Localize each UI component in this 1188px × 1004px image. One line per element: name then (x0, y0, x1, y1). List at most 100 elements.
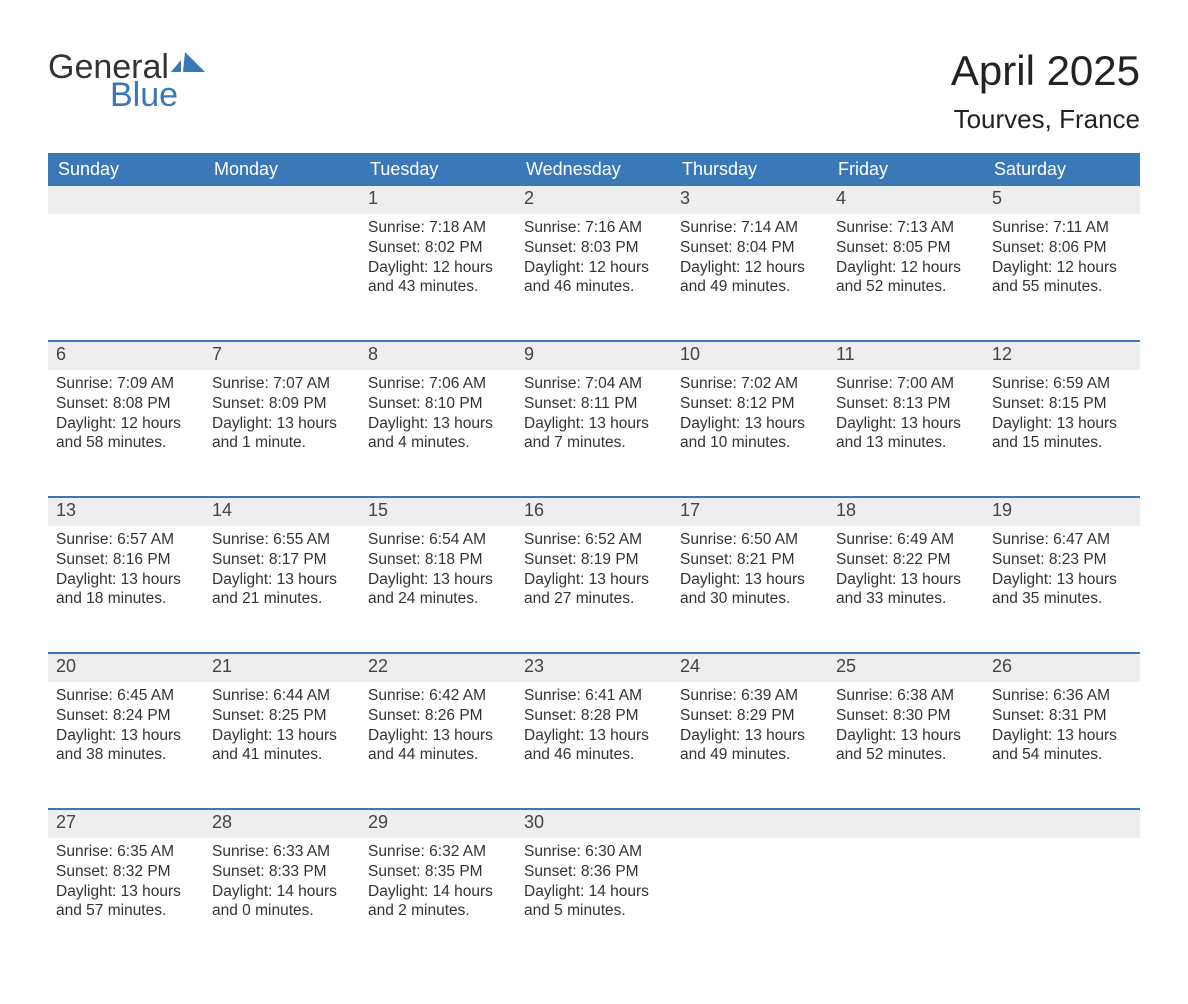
sunset-line: Sunset: 8:26 PM (368, 706, 508, 726)
sunrise-line: Sunrise: 6:54 AM (368, 530, 508, 550)
sunrise-line: Sunrise: 6:33 AM (212, 842, 352, 862)
day-details: Sunrise: 6:47 AMSunset: 8:23 PMDaylight:… (984, 526, 1140, 653)
day-details: Sunrise: 6:55 AMSunset: 8:17 PMDaylight:… (204, 526, 360, 653)
sunrise-line: Sunrise: 6:30 AM (524, 842, 664, 862)
sunset-line: Sunset: 8:19 PM (524, 550, 664, 570)
empty-cell (672, 838, 828, 964)
sunset-line: Sunset: 8:05 PM (836, 238, 976, 258)
daylight-line: Daylight: 12 hours and 58 minutes. (56, 414, 196, 454)
day-details: Sunrise: 7:16 AMSunset: 8:03 PMDaylight:… (516, 214, 672, 341)
day-number: 4 (828, 186, 984, 214)
day-number: 14 (204, 497, 360, 526)
sunrise-line: Sunrise: 7:13 AM (836, 218, 976, 238)
day-number: 18 (828, 497, 984, 526)
daylight-line: Daylight: 14 hours and 2 minutes. (368, 882, 508, 922)
day-details: Sunrise: 6:35 AMSunset: 8:32 PMDaylight:… (48, 838, 204, 964)
day-number: 7 (204, 341, 360, 370)
sunset-line: Sunset: 8:23 PM (992, 550, 1132, 570)
sunrise-line: Sunrise: 6:35 AM (56, 842, 196, 862)
day-number: 25 (828, 653, 984, 682)
sunrise-line: Sunrise: 6:45 AM (56, 686, 196, 706)
day-details: Sunrise: 7:14 AMSunset: 8:04 PMDaylight:… (672, 214, 828, 341)
title-block: April 2025 Tourves, France (951, 50, 1140, 135)
empty-cell (984, 809, 1140, 838)
sunrise-line: Sunrise: 6:57 AM (56, 530, 196, 550)
sunset-line: Sunset: 8:12 PM (680, 394, 820, 414)
day-number: 29 (360, 809, 516, 838)
day-number: 1 (360, 186, 516, 214)
empty-cell (828, 838, 984, 964)
daylight-line: Daylight: 13 hours and 4 minutes. (368, 414, 508, 454)
weekday-header-cell: Saturday (984, 153, 1140, 186)
sunset-line: Sunset: 8:31 PM (992, 706, 1132, 726)
sunrise-line: Sunrise: 6:44 AM (212, 686, 352, 706)
day-number: 15 (360, 497, 516, 526)
empty-cell (204, 214, 360, 341)
day-details: Sunrise: 6:59 AMSunset: 8:15 PMDaylight:… (984, 370, 1140, 497)
sunset-line: Sunset: 8:36 PM (524, 862, 664, 882)
sunset-line: Sunset: 8:35 PM (368, 862, 508, 882)
brand-logo: General Blue (48, 50, 205, 118)
sunrise-line: Sunrise: 6:52 AM (524, 530, 664, 550)
day-details: Sunrise: 6:49 AMSunset: 8:22 PMDaylight:… (828, 526, 984, 653)
empty-cell (828, 809, 984, 838)
daylight-line: Daylight: 12 hours and 43 minutes. (368, 258, 508, 298)
weekday-header-cell: Thursday (672, 153, 828, 186)
day-number: 28 (204, 809, 360, 838)
day-number: 13 (48, 497, 204, 526)
day-number: 26 (984, 653, 1140, 682)
sunrise-line: Sunrise: 6:49 AM (836, 530, 976, 550)
sunset-line: Sunset: 8:33 PM (212, 862, 352, 882)
daylight-line: Daylight: 12 hours and 46 minutes. (524, 258, 664, 298)
sunrise-line: Sunrise: 6:55 AM (212, 530, 352, 550)
sunrise-line: Sunrise: 6:36 AM (992, 686, 1132, 706)
day-number: 30 (516, 809, 672, 838)
daylight-line: Daylight: 13 hours and 33 minutes. (836, 570, 976, 610)
daylight-line: Daylight: 13 hours and 18 minutes. (56, 570, 196, 610)
header: General Blue April 2025 Tourves, France (48, 50, 1140, 135)
sunrise-line: Sunrise: 7:00 AM (836, 374, 976, 394)
weekday-header-cell: Tuesday (360, 153, 516, 186)
sunrise-line: Sunrise: 6:32 AM (368, 842, 508, 862)
day-details: Sunrise: 6:33 AMSunset: 8:33 PMDaylight:… (204, 838, 360, 964)
sunset-line: Sunset: 8:10 PM (368, 394, 508, 414)
sunset-line: Sunset: 8:03 PM (524, 238, 664, 258)
empty-cell (48, 214, 204, 341)
sunset-line: Sunset: 8:17 PM (212, 550, 352, 570)
sunset-line: Sunset: 8:32 PM (56, 862, 196, 882)
day-details: Sunrise: 6:41 AMSunset: 8:28 PMDaylight:… (516, 682, 672, 809)
sunset-line: Sunset: 8:29 PM (680, 706, 820, 726)
day-number: 20 (48, 653, 204, 682)
sunrise-line: Sunrise: 6:42 AM (368, 686, 508, 706)
daylight-line: Daylight: 14 hours and 0 minutes. (212, 882, 352, 922)
sunrise-line: Sunrise: 6:47 AM (992, 530, 1132, 550)
sunrise-line: Sunrise: 6:59 AM (992, 374, 1132, 394)
day-number: 21 (204, 653, 360, 682)
sunset-line: Sunset: 8:30 PM (836, 706, 976, 726)
day-number: 2 (516, 186, 672, 214)
daylight-line: Daylight: 13 hours and 27 minutes. (524, 570, 664, 610)
daylight-line: Daylight: 13 hours and 24 minutes. (368, 570, 508, 610)
day-details: Sunrise: 6:44 AMSunset: 8:25 PMDaylight:… (204, 682, 360, 809)
day-details: Sunrise: 7:06 AMSunset: 8:10 PMDaylight:… (360, 370, 516, 497)
day-details: Sunrise: 6:42 AMSunset: 8:26 PMDaylight:… (360, 682, 516, 809)
sunrise-line: Sunrise: 7:11 AM (992, 218, 1132, 238)
day-details: Sunrise: 6:50 AMSunset: 8:21 PMDaylight:… (672, 526, 828, 653)
daylight-line: Daylight: 13 hours and 1 minute. (212, 414, 352, 454)
daylight-line: Daylight: 13 hours and 13 minutes. (836, 414, 976, 454)
weekday-header-cell: Friday (828, 153, 984, 186)
daylight-line: Daylight: 13 hours and 7 minutes. (524, 414, 664, 454)
title-location: Tourves, France (951, 104, 1140, 135)
day-number: 9 (516, 341, 672, 370)
sunrise-line: Sunrise: 7:14 AM (680, 218, 820, 238)
sunrise-line: Sunrise: 7:02 AM (680, 374, 820, 394)
daylight-line: Daylight: 13 hours and 15 minutes. (992, 414, 1132, 454)
sunrise-line: Sunrise: 6:39 AM (680, 686, 820, 706)
day-details: Sunrise: 6:54 AMSunset: 8:18 PMDaylight:… (360, 526, 516, 653)
day-details: Sunrise: 7:02 AMSunset: 8:12 PMDaylight:… (672, 370, 828, 497)
daylight-line: Daylight: 12 hours and 55 minutes. (992, 258, 1132, 298)
sunrise-line: Sunrise: 6:41 AM (524, 686, 664, 706)
sunrise-line: Sunrise: 7:07 AM (212, 374, 352, 394)
sunset-line: Sunset: 8:28 PM (524, 706, 664, 726)
sunset-line: Sunset: 8:18 PM (368, 550, 508, 570)
